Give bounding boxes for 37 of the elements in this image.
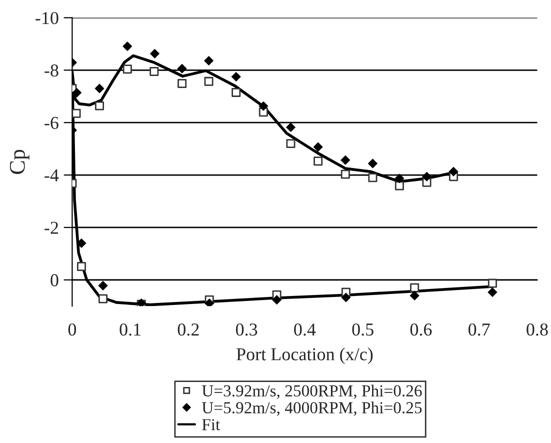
x-tick-label: 0.2 bbox=[178, 323, 199, 336]
point bbox=[98, 294, 108, 304]
y-tick-label: 0 bbox=[50, 274, 58, 286]
y-tick-label: -8 bbox=[44, 64, 58, 77]
point bbox=[488, 278, 497, 288]
x-tick-label: 0.3 bbox=[236, 323, 258, 336]
point bbox=[204, 76, 214, 86]
x-tick-label: 0.8 bbox=[526, 323, 548, 336]
point bbox=[410, 283, 420, 292]
point bbox=[232, 88, 241, 97]
point bbox=[314, 156, 323, 166]
point bbox=[76, 262, 86, 272]
y-tick-label: -10 bbox=[36, 12, 58, 24]
legend-label: U=5.92m/s, 4000RPM, Phi=0.25 bbox=[202, 402, 422, 416]
point bbox=[95, 101, 104, 110]
y-axis-title: Cp bbox=[10, 150, 30, 174]
legend-label: U=3.92m/s, 2500RPM, Phi=0.26 bbox=[202, 384, 422, 399]
x-tick-label: 0 bbox=[68, 323, 76, 336]
x-axis-title: Port Location (x/c) bbox=[236, 348, 373, 364]
point bbox=[368, 173, 378, 182]
x-tick-label: 0.4 bbox=[294, 323, 316, 336]
point bbox=[72, 108, 81, 118]
point bbox=[122, 64, 132, 74]
point bbox=[178, 79, 187, 88]
y-tick-label: -4 bbox=[44, 169, 59, 182]
point bbox=[340, 170, 350, 179]
point bbox=[286, 139, 296, 148]
x-tick-label: 0.5 bbox=[352, 323, 374, 336]
point bbox=[394, 181, 404, 190]
point bbox=[150, 66, 159, 76]
x-tick-label: 0.6 bbox=[410, 323, 432, 336]
y-tick-label: -6 bbox=[44, 116, 58, 130]
point bbox=[410, 290, 420, 300]
x-tick-label: 0.1 bbox=[120, 323, 141, 336]
y-tick-label: -2 bbox=[44, 222, 58, 234]
legend-label: Fit bbox=[202, 419, 220, 430]
x-tick-label: 0.7 bbox=[468, 323, 490, 336]
